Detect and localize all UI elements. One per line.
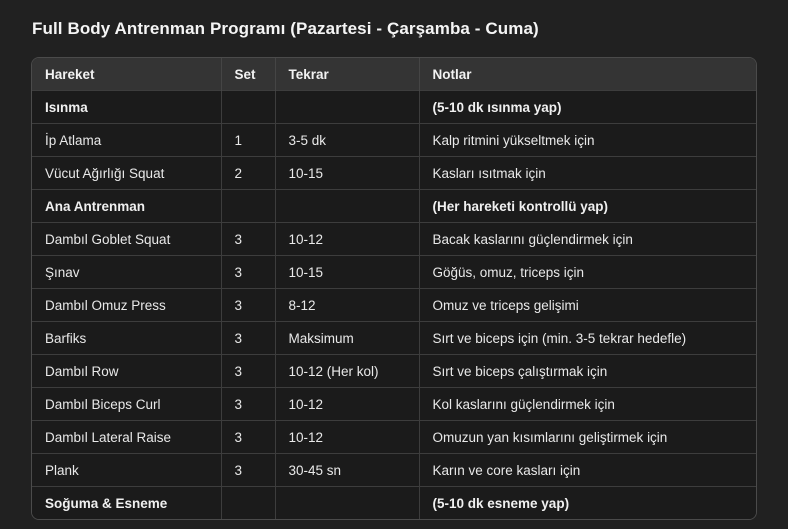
cell-notlar: Omuz ve triceps gelişimi <box>418 288 756 322</box>
cell-set: 3 <box>220 288 275 322</box>
cell-hareket: Soğuma & Esneme <box>32 486 221 519</box>
cell-notlar: Sırt ve biceps çalıştırmak için <box>418 354 756 388</box>
header-row: Hareket Set Tekrar Notlar <box>32 58 756 91</box>
cell-notlar: Omuzun yan kısımlarını geliştirmek için <box>418 420 756 454</box>
cell-hareket: Dambıl Lateral Raise <box>32 420 221 454</box>
cell-hareket: Dambıl Row <box>32 354 221 388</box>
cell-set: 3 <box>220 354 275 388</box>
cell-set: 1 <box>220 123 275 157</box>
cell-set <box>220 486 275 519</box>
cell-set: 3 <box>220 387 275 421</box>
cell-tekrar <box>274 189 419 223</box>
cell-hareket: Dambıl Biceps Curl <box>32 387 221 421</box>
cell-notlar: Sırt ve biceps için (min. 3-5 tekrar hed… <box>418 321 756 355</box>
table-row: Dambıl Lateral Raise 3 10-12 Omuzun yan kıs… <box>32 420 756 454</box>
table-row: Dambıl Biceps Curl 3 10-12 Kol kaslarını gü… <box>32 387 756 421</box>
cell-notlar: Karın ve core kasları için <box>418 453 756 487</box>
column-header-set: Set <box>220 58 275 91</box>
cell-notlar: Kalp ritmini yükseltmek için <box>418 123 756 157</box>
column-header-hareket: Hareket <box>32 58 221 91</box>
cell-tekrar: 3-5 dk <box>274 123 419 157</box>
table-row: Şınav 3 10-15 Göğüs, omuz, triceps için <box>32 255 756 289</box>
table-row: Plank 3 30-45 sn Karın ve core kasları için <box>32 453 756 487</box>
table-row: Vücut Ağırlığı Squat 2 10-15 Kasları ısıtma… <box>32 156 756 190</box>
cell-tekrar: 10-12 <box>274 387 419 421</box>
cell-notlar: Göğüs, omuz, triceps için <box>418 255 756 289</box>
section-row: Soğuma & Esneme (5-10 dk esneme yap) <box>32 486 756 519</box>
page-title: Full Body Antrenman Programı (Pazartesi … <box>32 19 539 38</box>
column-header-notlar: Notlar <box>418 58 756 91</box>
cell-tekrar: Maksimum <box>274 321 419 355</box>
workout-table-container: Hareket Set Tekrar Notlar Isınma (5-10 dk ıs… <box>31 57 757 520</box>
cell-hareket: Ana Antrenman <box>32 189 221 223</box>
cell-notlar: (5-10 dk ısınma yap) <box>418 90 756 124</box>
cell-hareket: Barfiks <box>32 321 221 355</box>
workout-table: Hareket Set Tekrar Notlar Isınma (5-10 dk ıs… <box>32 58 756 519</box>
cell-notlar: (Her hareketi kontrollü yap) <box>418 189 756 223</box>
cell-set <box>220 90 275 124</box>
table-row: Dambıl Row 3 10-12 (Her kol) Sırt ve biceps… <box>32 354 756 388</box>
page: Full Body Antrenman Programı (Pazartesi … <box>0 17 788 520</box>
cell-tekrar: 10-15 <box>274 255 419 289</box>
cell-set <box>220 189 275 223</box>
table-body: Isınma (5-10 dk ısınma yap) İp Atlama 1 3-5 … <box>32 90 756 519</box>
section-row: Isınma (5-10 dk ısınma yap) <box>32 90 756 124</box>
cell-set: 2 <box>220 156 275 190</box>
cell-set: 3 <box>220 420 275 454</box>
cell-tekrar: 10-12 <box>274 420 419 454</box>
table-row: Dambıl Omuz Press 3 8-12 Omuz ve triceps ge… <box>32 288 756 322</box>
cell-tekrar: 8-12 <box>274 288 419 322</box>
cell-tekrar: 10-12 <box>274 222 419 256</box>
column-header-tekrar: Tekrar <box>274 58 419 91</box>
table-row: İp Atlama 1 3-5 dk Kalp ritmini yükseltmek … <box>32 123 756 157</box>
cell-hareket: Plank <box>32 453 221 487</box>
cell-tekrar <box>274 90 419 124</box>
cell-notlar: Kol kaslarını güçlendirmek için <box>418 387 756 421</box>
cell-tekrar: 10-12 (Her kol) <box>274 354 419 388</box>
table-row: Dambıl Goblet Squat 3 10-12 Bacak kaslarını… <box>32 222 756 256</box>
cell-tekrar: 10-15 <box>274 156 419 190</box>
section-row: Ana Antrenman (Her hareketi kontrollü yap… <box>32 189 756 223</box>
cell-set: 3 <box>220 321 275 355</box>
cell-hareket: Şınav <box>32 255 221 289</box>
cell-notlar: Kasları ısıtmak için <box>418 156 756 190</box>
cell-tekrar <box>274 486 419 519</box>
cell-hareket: İp Atlama <box>32 123 221 157</box>
table-row: Barfiks 3 Maksimum Sırt ve biceps için (min… <box>32 321 756 355</box>
cell-tekrar: 30-45 sn <box>274 453 419 487</box>
cell-hareket: Vücut Ağırlığı Squat <box>32 156 221 190</box>
cell-hareket: Dambıl Goblet Squat <box>32 222 221 256</box>
cell-set: 3 <box>220 255 275 289</box>
cell-notlar: Bacak kaslarını güçlendirmek için <box>418 222 756 256</box>
cell-set: 3 <box>220 453 275 487</box>
cell-hareket: Isınma <box>32 90 221 124</box>
cell-hareket: Dambıl Omuz Press <box>32 288 221 322</box>
cell-set: 3 <box>220 222 275 256</box>
cell-notlar: (5-10 dk esneme yap) <box>418 486 756 519</box>
